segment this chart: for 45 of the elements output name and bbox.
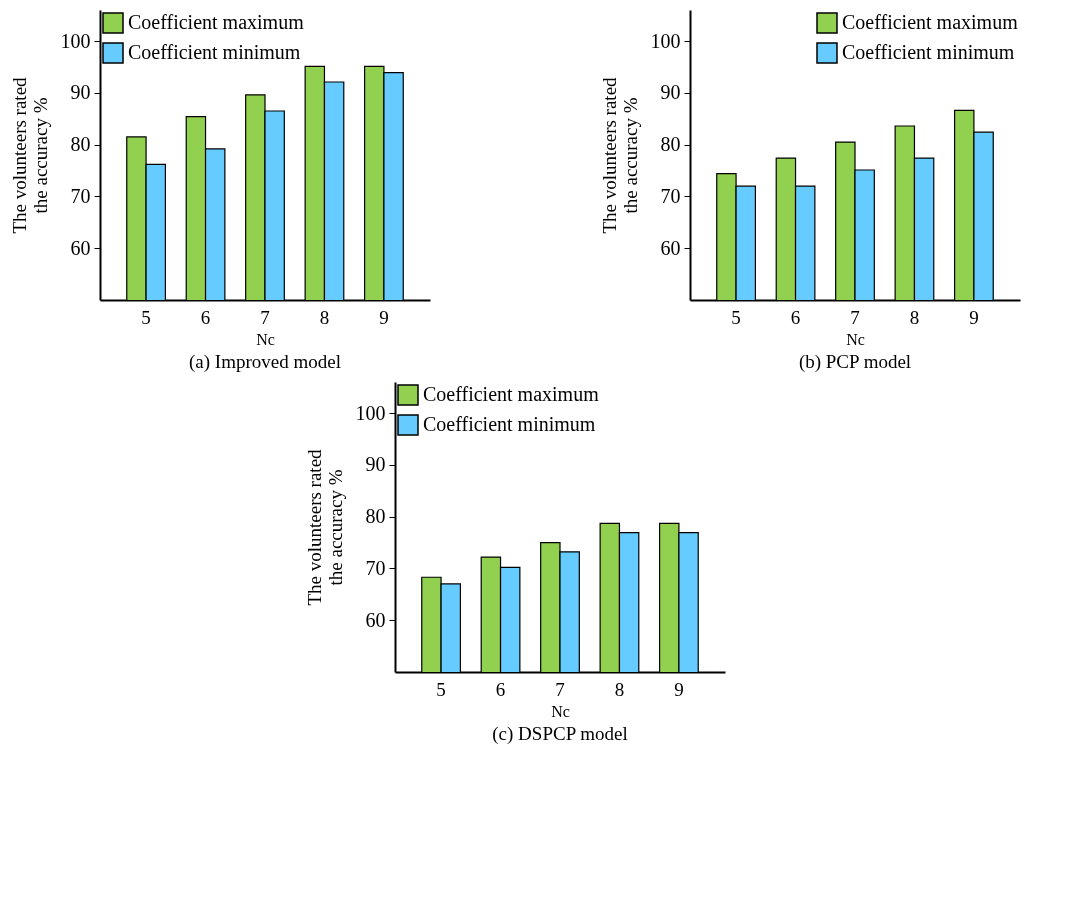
text: (c) DSPCP model [492,723,628,745]
y-tick-label: 100 [650,29,681,52]
y-tick-label: 80 [660,133,681,156]
x-tick-label: 9 [969,306,979,328]
x-tick-label: 7 [555,678,565,700]
y-axis-title: The volunteers rated the accuracy % [8,76,51,234]
y-tick-label: 100 [355,401,386,424]
x-tick-label: 7 [850,306,860,328]
legend-label: Coefficient minimum [423,413,596,435]
x-tick-label: 5 [141,306,151,328]
legend-label: Coefficient maximum [842,11,1019,33]
x-tick-label: 9 [674,678,684,700]
y-tick-label: 70 [365,556,386,579]
y-tick-label: 60 [660,236,681,259]
legend-label: Coefficient maximum [128,11,305,33]
y-axis-title: The volunteers rated the accuracy % [598,76,641,234]
y-tick-label: 60 [70,236,91,259]
x-tick-label: 5 [731,306,741,328]
y-tick-label: 70 [70,184,91,207]
x-tick-label: 5 [436,678,446,700]
legend-label: Coefficient minimum [842,41,1015,63]
text: (a) Improved model [189,351,341,373]
legend-label: Coefficient maximum [423,383,600,405]
text: (b) PCP model [798,351,912,373]
x-axis-title: Nc [846,330,865,348]
x-tick-label: 7 [260,306,270,328]
y-tick-label: 90 [660,81,681,104]
x-tick-label: 6 [200,306,211,328]
y-tick-label: 60 [365,608,386,631]
x-axis-title: Nc [256,330,275,348]
x-tick-label: 8 [614,678,625,700]
x-tick-label: 6 [495,678,506,700]
x-tick-label: 9 [379,306,389,328]
x-tick-label: 6 [790,306,801,328]
y-tick-label: 90 [70,81,91,104]
y-axis-title: The volunteers rated the accuracy % [303,448,346,606]
y-tick-label: 70 [660,184,681,207]
y-tick-label: 80 [70,133,91,156]
x-axis-title: Nc [551,702,570,720]
x-tick-label: 8 [319,306,330,328]
x-tick-label: 8 [909,306,920,328]
y-tick-label: 90 [365,453,386,476]
y-tick-label: 100 [60,29,91,52]
y-tick-label: 80 [365,505,386,528]
legend-label: Coefficient minimum [128,41,301,63]
